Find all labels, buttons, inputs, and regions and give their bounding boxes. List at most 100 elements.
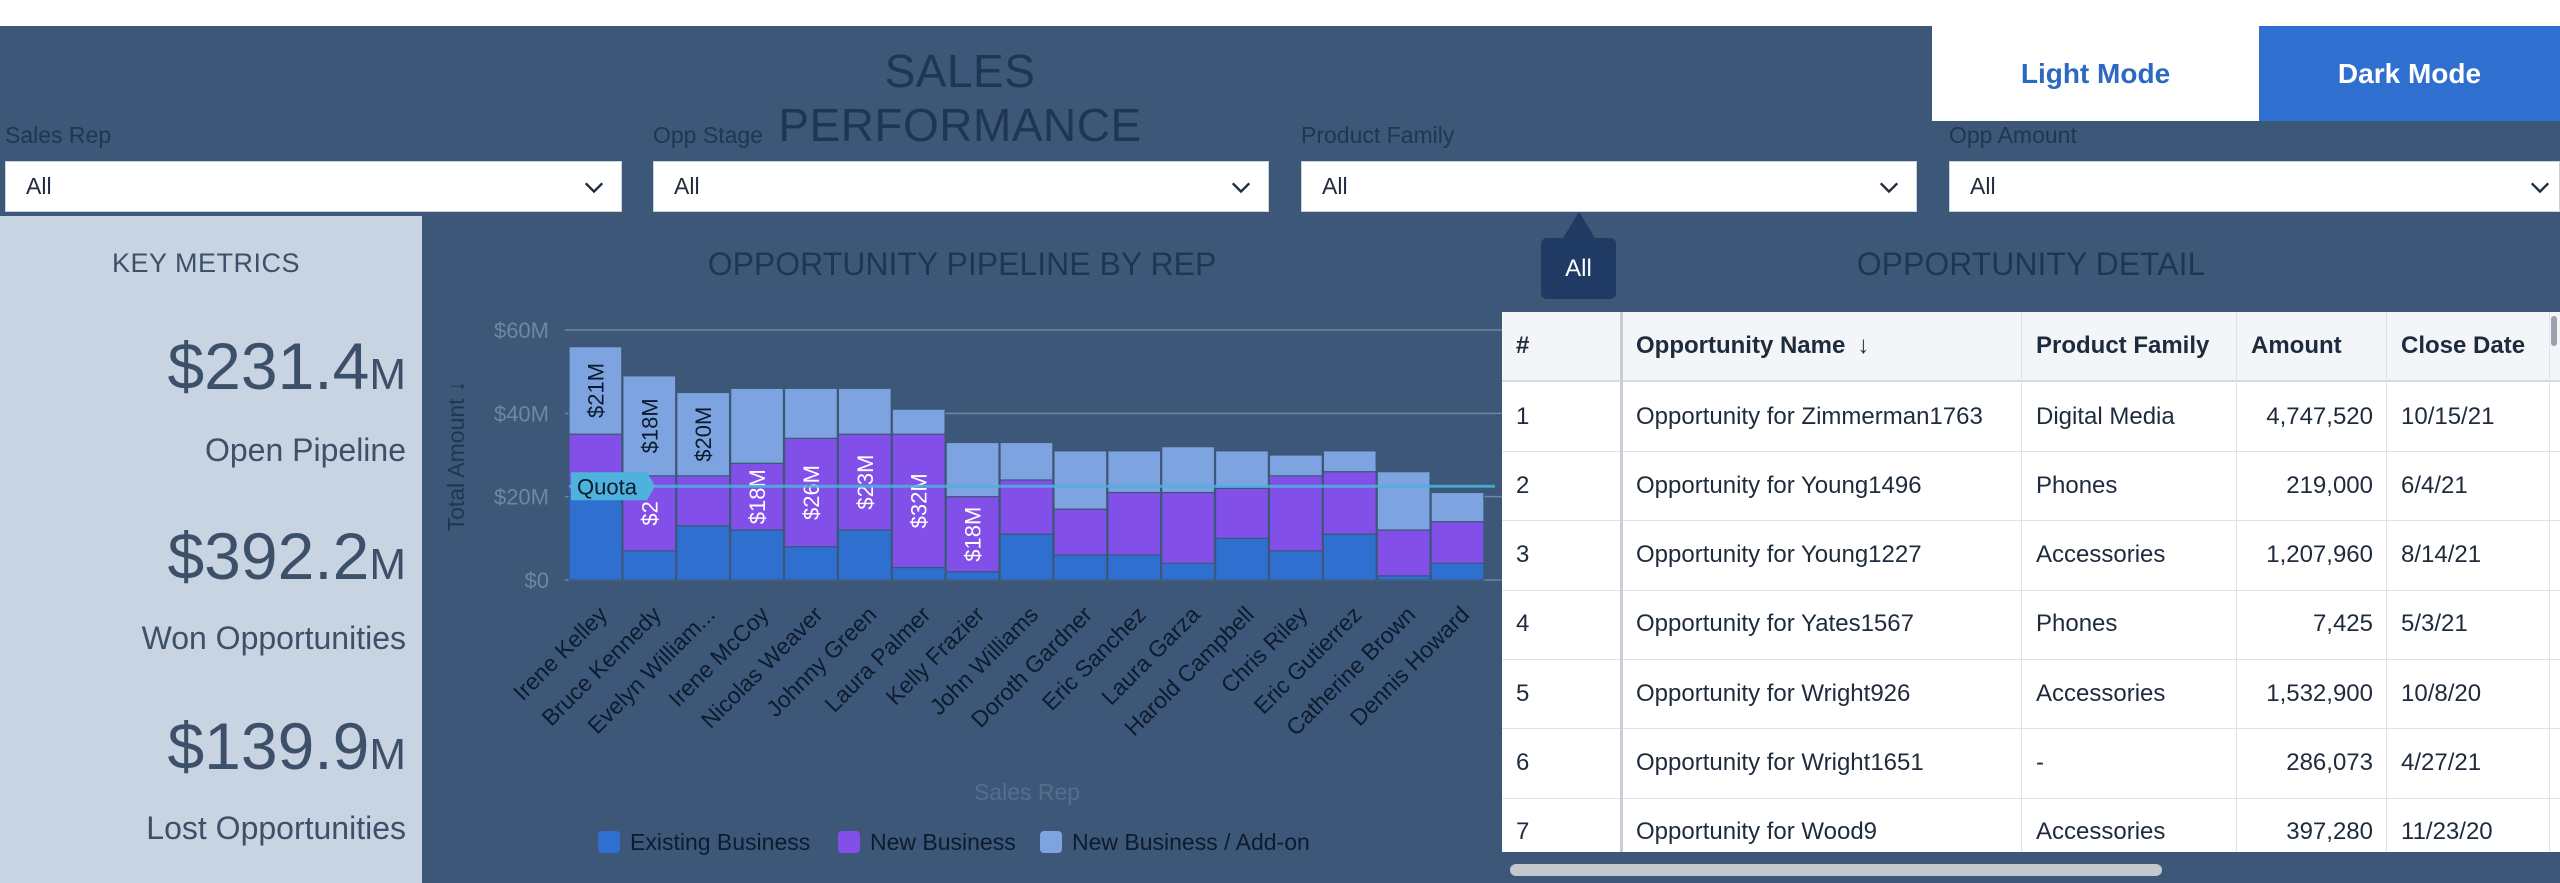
pipeline-chart-panel: OPPORTUNITY PIPELINE BY REP $0 $20M $40M $6… [422,216,1502,883]
bar-segment-new-business-add-on [622,375,677,477]
opp-stage-filter-value: All [674,173,700,199]
bar-segment-new-business [1214,487,1269,539]
bar-segment-existing-business [1376,575,1431,581]
bar-segment-existing-business [1214,537,1269,581]
column-header-opportunity-name[interactable]: Opportunity Name ↓ [1636,332,1870,359]
bar-segment-new-business-add-on [891,408,946,435]
bar-segment-new-business-add-on [676,391,731,477]
column-divider [2386,312,2387,852]
bar-segment-new-business-add-on [1214,450,1269,489]
lost-opportunities-value: $139.9M [167,709,406,783]
cell-row-number: 4 [1516,610,1530,638]
table-row[interactable]: 6 Opportunity for Wright1651 - 286,073 4/27/… [1502,729,2560,799]
bar-data-label: $20M [691,407,716,462]
lost-opportunities-label: Lost Opportunities [146,810,406,846]
bar-segment-new-business-add-on [783,387,838,439]
bar-segment-new-business [730,462,785,531]
bar-segment-new-business [891,433,946,569]
opportunity-detail-panel: OPPORTUNITY DETAIL # Opportunity Name ↓ … [1502,216,2560,883]
bar-data-label: $18M [637,398,662,453]
tooltip-arrow [1563,212,1595,238]
chevron-down-icon [1231,182,1251,194]
cell-product-family: Accessories [2036,679,2166,707]
table-row[interactable]: 2 Opportunity for Young1496 Phones 219,000 6… [1502,451,2560,522]
page-title: SALES PERFORMANCE [778,45,1142,151]
cell-opportunity-name: Opportunity for Wright926 [1636,679,1911,707]
bar-data-label: $2 [637,501,662,525]
product-family-filter-value: All [1322,173,1348,199]
bar-segment-existing-business [999,533,1054,581]
bar-segment-existing-business [1161,562,1216,581]
cell-opportunity-name: Opportunity for Wright1651 [1636,749,1924,776]
cell-close-date: 6/4/21 [2401,471,2468,499]
column-header-amount[interactable]: Amount [2251,332,2342,359]
table-row[interactable]: 7 Opportunity for Wood9 Accessories 397,280… [1502,798,2560,852]
column-header-close-date[interactable]: Close Date [2401,332,2526,359]
cell-amount: 1,532,900 [2266,679,2373,707]
sales-rep-filter[interactable]: All [5,161,622,212]
legend-swatch [1040,831,1062,853]
cell-opportunity-name: Opportunity for Young1227 [1636,541,1922,569]
cell-amount: 1,207,960 [2266,541,2373,569]
legend-swatch [598,831,620,853]
bar-data-label: $21M [583,363,608,418]
bar-segment-new-business-add-on [1053,450,1108,510]
x-axis-label: Sales Rep [974,779,1080,805]
bar-segment-new-business [1107,491,1162,556]
bar-segment-new-business-add-on [999,441,1054,481]
dark-mode-button[interactable]: Dark Mode [2259,26,2560,121]
light-mode-button[interactable]: Light Mode [1932,26,2259,121]
key-metrics-title: KEY METRICS [111,248,301,278]
legend-entry: New Business / Add-on [1072,829,1310,855]
cell-product-family: - [2036,749,2044,776]
bar-segment-existing-business [837,529,892,581]
y-axis-label: Total Amount ↓ [443,381,469,532]
column-header-number[interactable]: # [1516,332,1530,359]
open-pipeline-label: Open Pipeline [204,432,406,468]
won-opportunities-value: $392.2M [167,519,406,593]
horizontal-scrollbar[interactable] [1510,864,2162,876]
table-row[interactable]: 4 Opportunity for Yates1567 Phones 7,425 5/3… [1502,590,2560,660]
open-pipeline-value: $231.4M [167,329,406,403]
cell-amount: 397,280 [2286,818,2373,846]
cell-amount: 219,000 [2286,471,2373,499]
bar-segment-new-business-add-on [837,387,892,435]
bar-segment-existing-business [1430,562,1485,581]
cell-close-date: 5/3/21 [2401,610,2468,638]
bar-segment-new-business [1053,508,1108,556]
table-row[interactable]: 3 Opportunity for Young1227 Accessories 1,2… [1502,521,2560,591]
bar-segment-new-business [1161,491,1216,564]
bar-segment-existing-business [568,491,623,581]
bar-segment-new-business [1268,475,1323,552]
vertical-scrollbar[interactable] [2551,316,2557,346]
bar-segment-new-business [837,433,892,531]
cell-close-date: 8/14/21 [2401,541,2482,569]
bar-segment-new-business [1430,521,1485,564]
legend-entry: New Business [870,829,1016,855]
table-row[interactable]: 1 Opportunity for Zimmerman1763 Digital Me… [1502,382,2560,452]
bar-data-label: $32M [907,473,932,528]
detail-title: OPPORTUNITY DETAIL [1856,246,2206,282]
cell-product-family: Accessories [2036,818,2166,846]
opp-amount-filter-value: All [1970,173,1996,199]
cell-amount: 4,747,520 [2266,402,2373,430]
cell-close-date: 4/27/21 [2401,749,2482,776]
cell-amount: 286,073 [2286,749,2373,776]
column-header-product-family[interactable]: Product Family [2036,332,2210,359]
bar-segment-existing-business [1268,550,1323,581]
cell-opportunity-name: Opportunity for Yates1567 [1636,610,1914,638]
bar-segment-new-business [945,496,1000,573]
opportunity-table: # Opportunity Name ↓ Product Family Amou… [1502,312,2560,852]
bar-data-label: $26M [799,465,824,520]
opp-stage-filter[interactable]: All [653,161,1269,212]
product-family-filter[interactable]: All [1301,161,1917,212]
bar-segment-existing-business [1107,554,1162,581]
sales-rep-filter-value: All [26,173,52,199]
cell-close-date: 10/15/21 [2401,402,2495,430]
table-row[interactable]: 5 Opportunity for Wright926 Accessories 1,5… [1502,659,2560,730]
opp-amount-filter[interactable]: All [1949,161,2560,212]
cell-row-number: 6 [1516,749,1530,776]
bar-segment-existing-business [730,529,785,581]
filter-tooltip: All [1541,238,1616,299]
cell-opportunity-name: Opportunity for Wood9 [1636,818,1878,846]
